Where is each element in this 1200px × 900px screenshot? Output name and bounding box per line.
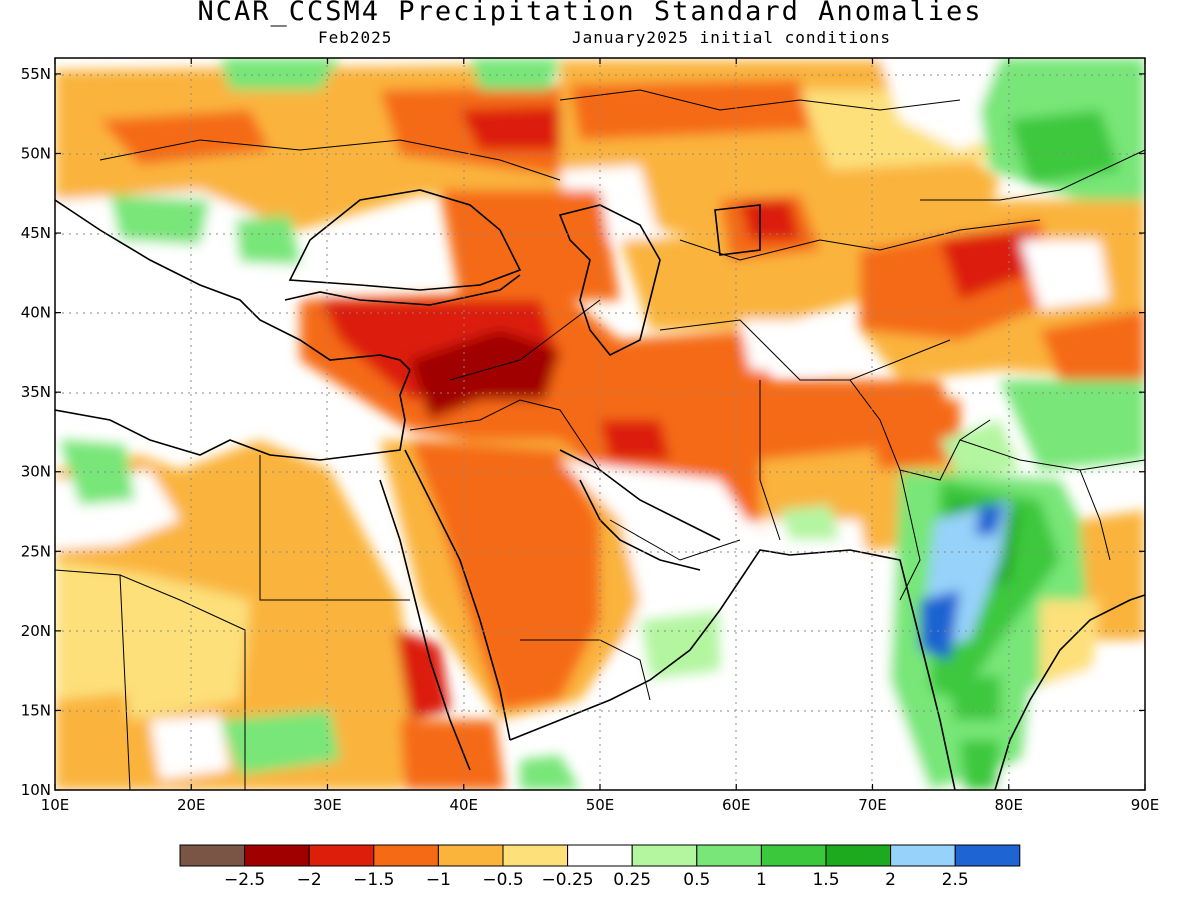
wet-zone [520,755,580,790]
colorbar-label: −2 [297,870,322,890]
weak-dry-zone [1040,600,1100,690]
lat-tick-label: 40N [21,304,51,322]
chart-title: NCAR_CCSM4 Precipitation Standard Anomal… [197,0,983,27]
neutral-zone [150,715,230,780]
dry-zone [395,630,450,720]
extreme-wet-zone [920,590,960,660]
colorbar-swatch [954,844,1021,867]
lat-tick-label: 45N [21,224,51,242]
forecast-month: Feb2025 [318,28,393,47]
colorbar-label: 2.5 [942,870,969,890]
moderate-dry-zone [860,400,960,470]
colorbar-swatch [825,844,892,867]
colorbar-swatch [308,844,375,867]
colorbar-swatch [373,844,439,867]
longitude-axis: 10E 20E 30E 40E 50E 60E 70E 80E 90E [41,58,1160,814]
initial-conditions: January2025 initial conditions [572,28,891,47]
moderate-wet-zone [960,740,1000,790]
lon-tick-label: 10E [41,796,70,814]
colorbar-swatch [244,844,310,867]
wet-zone [220,58,340,90]
colorbar: −2.5 −2 −1.5 −1 −0.5 −0.25 0.25 0.5 1 1.5 2 2.5 [179,844,1021,890]
lon-tick-label: 90E [1131,796,1160,814]
wet-zone [1000,380,1145,470]
colorbar-label: 1.5 [812,870,839,890]
colorbar-label: 0.5 [683,870,710,890]
colorbar-swatch [437,844,504,867]
wet-zone [470,58,560,90]
dry-zone [600,420,670,460]
lon-tick-label: 70E [858,796,887,814]
lon-tick-label: 40E [449,796,478,814]
lat-tick-label: 55N [21,65,51,83]
colorbar-swatch [890,844,956,867]
strong-dry-zone [410,330,560,420]
weak-wet-zone [940,420,1020,480]
neutral-zone [1020,650,1145,790]
colorbar-swatch [567,844,633,867]
dry-zone [740,200,800,240]
weak-wet-zone [640,610,720,680]
moderate-dry-zone [400,720,505,790]
coastlines [55,189,1145,790]
wet-zone [220,710,340,775]
latitude-axis: 10N 15N 20N 25N 30N 35N 40N 45N 50N 55N [21,65,1145,799]
neutral-zone [1020,240,1110,310]
anomaly-field [55,58,1145,790]
lat-tick-label: 15N [21,701,51,719]
colorbar-label: 0.25 [613,870,651,890]
lon-tick-label: 20E [177,796,206,814]
lat-tick-label: 50N [21,144,51,162]
neutral-zone [740,320,820,370]
moderate-wet-zone [1010,110,1120,185]
lon-tick-label: 50E [586,796,615,814]
lat-tick-label: 35N [21,383,51,401]
extreme-wet-zone [975,505,1005,535]
dry-zone [940,230,1040,300]
lon-tick-label: 30E [313,796,342,814]
colorbar-label: −0.25 [542,870,594,890]
country-borders [55,89,1145,790]
lat-tick-label: 10N [21,781,51,799]
lat-tick-label: 20N [21,622,51,640]
colorbar-label: −1.5 [353,870,394,890]
moderate-dry-zone [1040,310,1145,380]
colorbar-swatch [760,844,827,867]
lon-tick-label: 60E [722,796,751,814]
colorbar-swatch [179,844,246,867]
lat-tick-label: 25N [21,542,51,560]
moderate-dry-zone [410,440,600,710]
moderate-wet-zone [950,675,1000,720]
colorbar-label: −0.5 [482,870,523,890]
colorbar-label: −2.5 [224,870,265,890]
colorbar-label: 1 [756,870,767,890]
weak-dry-zone [120,640,245,720]
weak-wet-zone [780,505,840,540]
lat-tick-label: 30N [21,463,51,481]
lon-tick-label: 80E [994,796,1023,814]
slight-dry-zone [620,230,860,330]
moderate-dry-zone [570,80,810,140]
wet-zone [110,195,210,245]
colorbar-label: 2 [885,870,896,890]
colorbar-swatch [502,844,569,867]
wet-zone [235,215,300,265]
colorbar-swatch [631,844,698,867]
colorbar-label: −1 [426,870,451,890]
colorbar-swatch [696,844,762,867]
graticule [55,58,1145,790]
